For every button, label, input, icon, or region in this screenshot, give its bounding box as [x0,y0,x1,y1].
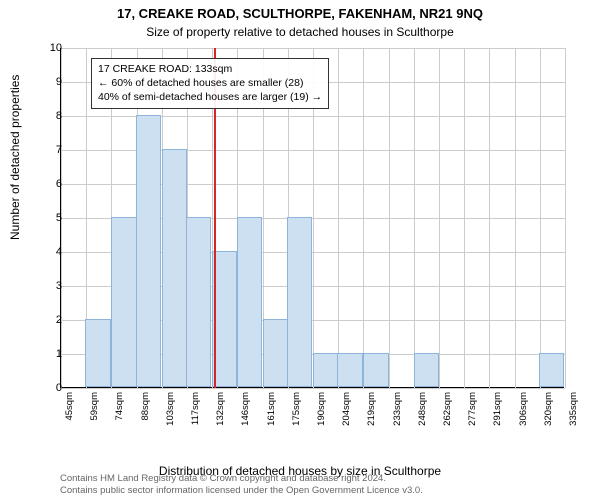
footer-line1: Contains HM Land Registry data © Crown c… [60,473,423,485]
v-gridline [464,48,465,388]
x-tick-label: 291sqm [492,392,503,426]
gridline [61,388,565,389]
x-tick-label: 45sqm [64,392,75,421]
x-tick-label: 335sqm [568,392,579,426]
y-axis-label: Number of detached properties [8,75,22,240]
x-tick-label: 233sqm [392,392,403,426]
histogram-bar [186,217,211,387]
histogram-bar [363,353,388,387]
v-gridline [515,48,516,388]
histogram-bar [85,319,110,387]
x-tick-label: 161sqm [266,392,277,426]
annotation-box: 17 CREAKE ROAD: 133sqm ← 60% of detached… [91,58,329,109]
y-tick-label: 5 [56,212,62,224]
v-gridline [389,48,390,388]
histogram-bar [539,353,564,387]
x-tick-label: 132sqm [215,392,226,426]
x-tick-label: 262sqm [442,392,453,426]
y-tick-label: 8 [56,110,62,122]
v-gridline [439,48,440,388]
v-gridline [565,48,566,388]
footer-line2: Contains public sector information licen… [60,485,423,497]
chart-container: 17 CREAKE ROAD: 133sqm ← 60% of detached… [60,48,570,428]
page-title: 17, CREAKE ROAD, SCULTHORPE, FAKENHAM, N… [0,0,600,21]
histogram-bar [337,353,362,387]
v-gridline [489,48,490,388]
y-tick-label: 6 [56,178,62,190]
x-tick-label: 277sqm [467,392,478,426]
y-tick-label: 3 [56,280,62,292]
x-tick-label: 74sqm [114,392,125,421]
x-tick-label: 219sqm [366,392,377,426]
histogram-bar [111,217,136,387]
annotation-line2: ← 60% of detached houses are smaller (28… [98,76,322,90]
x-tick-label: 59sqm [89,392,100,421]
y-tick-label: 4 [56,246,62,258]
x-tick-label: 248sqm [417,392,428,426]
annotation-line3: 40% of semi-detached houses are larger (… [98,90,322,104]
histogram-bar [237,217,262,387]
y-tick-label: 9 [56,76,62,88]
histogram-bar [313,353,338,387]
x-tick-label: 320sqm [543,392,554,426]
y-tick-label: 10 [50,42,62,54]
footer-text: Contains HM Land Registry data © Crown c… [60,473,423,497]
histogram-bar [162,149,187,387]
plot-area: 17 CREAKE ROAD: 133sqm ← 60% of detached… [60,48,564,388]
x-tick-label: 175sqm [291,392,302,426]
x-tick-label: 146sqm [240,392,251,426]
x-tick-label: 117sqm [190,392,201,425]
v-gridline [540,48,541,388]
v-gridline [363,48,364,388]
x-tick-label: 204sqm [341,392,352,426]
histogram-bar [212,251,237,387]
y-tick-label: 7 [56,144,62,156]
v-gridline [338,48,339,388]
v-gridline [414,48,415,388]
histogram-bar [414,353,439,387]
x-tick-label: 103sqm [165,392,176,426]
x-tick-label: 88sqm [140,392,151,421]
histogram-bar [263,319,288,387]
y-tick-label: 1 [56,348,62,360]
histogram-bar [136,115,161,387]
annotation-line1: 17 CREAKE ROAD: 133sqm [98,62,322,76]
page-subtitle: Size of property relative to detached ho… [0,21,600,39]
y-tick-label: 2 [56,314,62,326]
histogram-bar [287,217,312,387]
x-tick-label: 190sqm [316,392,327,426]
x-tick-label: 306sqm [518,392,529,426]
y-tick-label: 0 [56,382,62,394]
